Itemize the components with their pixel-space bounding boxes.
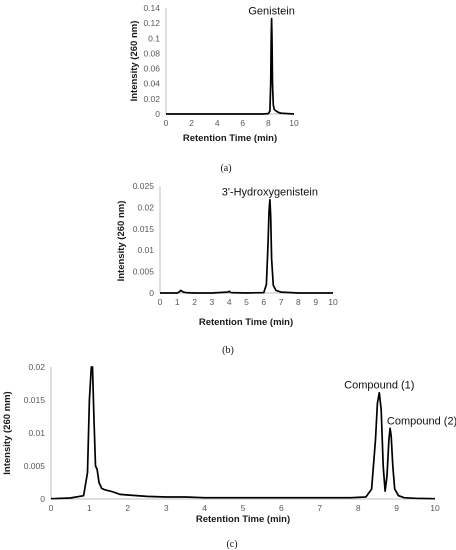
x-tick-label: 6 (261, 297, 266, 307)
x-tick-label: 8 (266, 118, 271, 128)
x-axis-title: Retention Time (min) (183, 133, 277, 144)
x-tick-label: 5 (241, 503, 246, 513)
y-tick-label: 0.02 (28, 362, 45, 372)
y-tick-label: 0 (155, 109, 160, 119)
y-tick-label: 0.01 (28, 428, 45, 438)
y-tick-label: 0.02 (143, 94, 160, 104)
chromatogram-trace (50, 366, 436, 500)
x-tick-label: 0 (158, 297, 163, 307)
peak-label: 3'-Hydroxygenistein (222, 187, 318, 199)
y-tick-label: 0.015 (133, 224, 155, 234)
x-tick-label: 1 (175, 297, 180, 307)
y-axis-title: Intensity (260 nm) (116, 201, 127, 282)
x-tick-label: 4 (227, 297, 232, 307)
peak-label: Genistein (248, 6, 294, 18)
x-tick-label: 10 (430, 503, 440, 513)
x-tick-label: 4 (202, 503, 207, 513)
x-tick-label: 4 (215, 118, 220, 128)
panel-label-c: (c) (226, 539, 237, 550)
y-tick-label: 0.06 (143, 64, 160, 74)
x-tick-label: 0 (49, 503, 54, 513)
chromatogram-trace (160, 198, 333, 294)
chart-panel-a: 0 2 4 6 8 10 0 0.02 0.04 0.06 0.08 0.1 0.12 0.14 Gen… (129, 3, 299, 174)
y-tick-label: 0 (40, 494, 45, 504)
x-axis-title: Retention Time (min) (196, 514, 290, 525)
x-tick-label: 1 (87, 503, 92, 513)
x-tick-label: 6 (279, 503, 284, 513)
y-tick-label: 0.1 (148, 33, 160, 43)
x-tick-label: 2 (192, 297, 197, 307)
y-axis-title: Intensity (260 nm) (129, 21, 140, 102)
x-tick-label: 2 (189, 118, 194, 128)
y-tick-label: 0.04 (143, 79, 160, 89)
x-tick-label: 7 (317, 503, 322, 513)
y-tick-labels: 0 0.02 0.04 0.06 0.08 0.1 0.12 0.14 (143, 3, 160, 119)
chart-panel-c: 0 1 2 3 4 5 6 7 8 9 10 0 0.005 0.01 0.015 0.02 Compoun… (2, 362, 456, 550)
x-tick-label: 5 (244, 297, 249, 307)
peak-annotations: 3'-Hydroxygenistein (222, 187, 318, 199)
y-tick-label: 0 (149, 288, 154, 298)
peak-label: Compound (2) (387, 415, 456, 427)
y-tick-label: 0.015 (24, 395, 46, 405)
panel-label-b: (b) (222, 345, 234, 356)
x-tick-label: 8 (356, 503, 361, 513)
y-tick-label: 0.01 (137, 245, 154, 255)
y-tick-label: 0.005 (133, 267, 155, 277)
y-tick-label: 0.005 (24, 461, 46, 471)
x-tick-label: 3 (210, 297, 215, 307)
peak-annotations: Genistein (248, 6, 294, 18)
y-tick-label: 0.12 (143, 18, 160, 28)
chart-panel-b: 0 1 2 3 4 5 6 7 8 9 10 0 0.005 0.01 0.015 0.02 0.025 3'… (116, 181, 338, 356)
x-tick-labels: 0 1 2 3 4 5 6 7 8 9 10 (49, 503, 440, 513)
x-tick-label: 10 (328, 297, 338, 307)
x-tick-labels: 0 2 4 6 8 10 (164, 118, 299, 128)
y-tick-labels: 0 0.005 0.01 0.015 0.02 (24, 362, 46, 504)
x-tick-label: 9 (394, 503, 399, 513)
y-tick-labels: 0 0.005 0.01 0.015 0.02 0.025 (133, 181, 155, 298)
x-tick-labels: 0 1 2 3 4 5 6 7 8 9 10 (158, 297, 338, 307)
peak-annotations: Compound (1) Compound (2) (344, 380, 456, 428)
y-tick-label: 0.14 (143, 3, 160, 13)
x-axis-title: Retention Time (min) (199, 317, 293, 328)
y-axis-title: Intensity (260 mm) (2, 391, 13, 474)
x-tick-label: 7 (279, 297, 284, 307)
x-tick-label: 6 (240, 118, 245, 128)
x-tick-label: 10 (289, 118, 299, 128)
x-tick-label: 3 (164, 503, 169, 513)
x-tick-label: 2 (125, 503, 130, 513)
peak-label: Compound (1) (344, 380, 414, 392)
y-tick-label: 0.08 (143, 48, 160, 58)
chromatogram-trace (166, 17, 295, 115)
y-tick-label: 0.025 (133, 181, 155, 191)
y-tick-label: 0.02 (137, 202, 154, 212)
x-tick-label: 9 (313, 297, 318, 307)
panel-label-a: (a) (220, 163, 231, 174)
x-tick-label: 8 (296, 297, 301, 307)
x-tick-label: 0 (164, 118, 169, 128)
